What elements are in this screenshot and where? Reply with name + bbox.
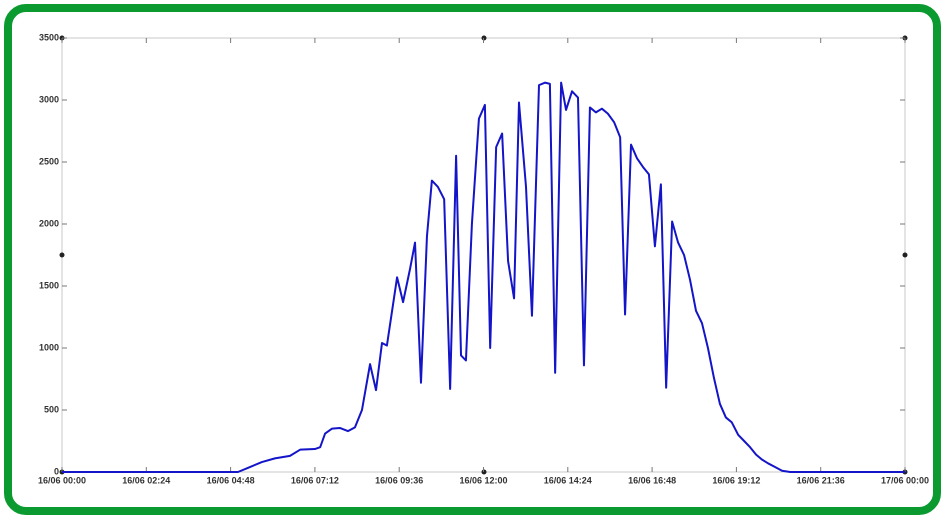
x-tick-label: 16/06 19:12 — [712, 475, 760, 485]
y-tick-label: 0 — [54, 466, 59, 476]
y-tick-label: 2000 — [39, 218, 59, 228]
x-tick-label: 16/06 21:36 — [797, 475, 845, 485]
x-tick-label: 16/06 09:36 — [375, 475, 423, 485]
x-tick-label: 16/06 02:24 — [122, 475, 170, 485]
x-tick-label: 17/06 00:00 — [881, 475, 929, 485]
x-tick-label: 16/06 00:00 — [38, 475, 86, 485]
x-tick-label: 16/06 07:12 — [291, 475, 339, 485]
frame — [4, 4, 941, 515]
x-tick-label: 16/06 04:48 — [207, 475, 255, 485]
y-tick-label: 1000 — [39, 342, 59, 352]
data-line — [62, 81, 905, 473]
y-tick-label: 1500 — [39, 280, 59, 290]
y-tick-label: 3500 — [39, 32, 59, 42]
x-tick-label: 16/06 12:00 — [459, 475, 507, 485]
corner-dots — [59, 35, 908, 475]
x-tick-label: 16/06 16:48 — [628, 475, 676, 485]
y-tick-label: 2500 — [39, 156, 59, 166]
y-tick-label: 3000 — [39, 94, 59, 104]
x-tick-label: 16/06 14:24 — [544, 475, 592, 485]
y-tick-label: 500 — [44, 404, 59, 414]
plot-box — [61, 37, 906, 473]
